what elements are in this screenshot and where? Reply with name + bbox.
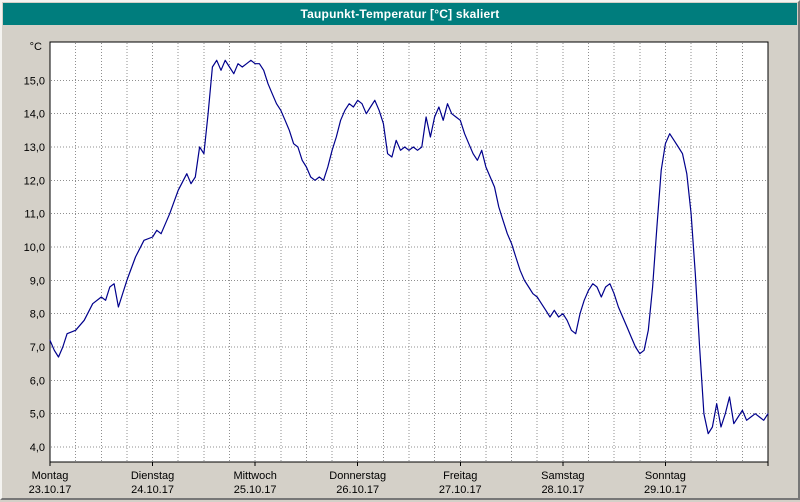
y-tick-label: 10,0 [24,242,45,254]
y-tick-label: 5,0 [30,409,45,421]
y-tick-label: 8,0 [30,309,45,321]
y-tick-label: 7,0 [30,342,45,354]
y-tick-label: 15,0 [24,75,45,87]
day-name-label: Freitag [443,470,477,482]
y-tick-label: 4,0 [30,442,45,454]
day-date-label: 24.10.17 [131,484,174,496]
y-tick-label: 9,0 [30,275,45,287]
day-name-label: Samstag [541,470,584,482]
day-name-label: Dienstag [131,470,174,482]
day-date-label: 23.10.17 [29,484,72,496]
day-name-label: Sonntag [645,470,686,482]
plot-area [49,41,769,463]
day-date-label: 26.10.17 [336,484,379,496]
day-date-label: 28.10.17 [541,484,584,496]
day-date-label: 29.10.17 [644,484,687,496]
y-tick-label: 11,0 [24,209,45,221]
day-name-label: Mittwoch [233,470,276,482]
day-date-label: 27.10.17 [439,484,482,496]
y-tick-label: 6,0 [30,375,45,387]
day-name-label: Donnerstag [329,470,386,482]
series-line [49,59,769,435]
chart-title: Taupunkt-Temperatur [°C] skaliert [300,7,500,21]
y-tick-label: 12,0 [24,175,45,187]
day-date-label: 25.10.17 [234,484,277,496]
y-tick-label: 14,0 [24,109,45,121]
y-axis-unit-label: °C [30,41,42,53]
y-tick-label: 13,0 [24,142,45,154]
day-name-label: Montag [32,470,69,482]
title-bar: Taupunkt-Temperatur [°C] skaliert [3,3,797,25]
